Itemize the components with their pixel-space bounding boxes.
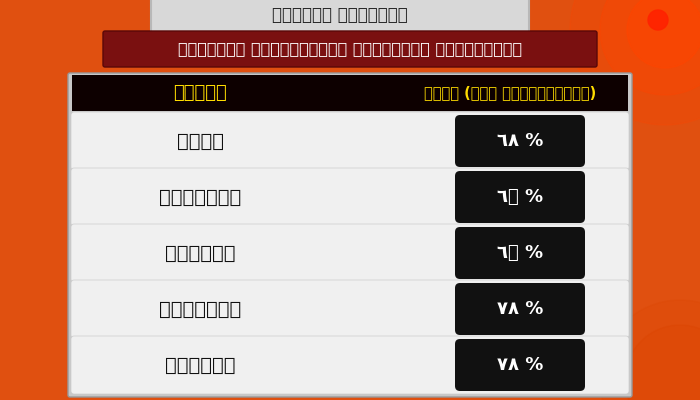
- FancyBboxPatch shape: [455, 115, 585, 167]
- Text: २०९९ (पाच वाजेपर्यंत): २०९९ (पाच वाजेपर्यंत): [424, 86, 596, 100]
- Circle shape: [600, 300, 700, 400]
- FancyBboxPatch shape: [151, 0, 529, 34]
- FancyBboxPatch shape: [71, 168, 629, 226]
- FancyBboxPatch shape: [68, 73, 632, 397]
- Circle shape: [648, 10, 668, 30]
- FancyBboxPatch shape: [455, 171, 585, 223]
- Text: ٧٨ %: ٧٨ %: [497, 300, 543, 318]
- FancyBboxPatch shape: [103, 31, 597, 67]
- FancyBboxPatch shape: [72, 75, 628, 111]
- Circle shape: [570, 0, 700, 125]
- Text: ٦० %: ٦० %: [497, 244, 543, 262]
- Text: सिक्कीम: सिक्कीम: [159, 188, 241, 206]
- Text: मणिपूर: मणिपूर: [164, 356, 235, 374]
- FancyBboxPatch shape: [455, 283, 585, 335]
- FancyBboxPatch shape: [71, 336, 629, 394]
- FancyBboxPatch shape: [71, 224, 629, 282]
- Text: आसाम: आसाम: [176, 132, 223, 150]
- Circle shape: [600, 0, 700, 95]
- Text: ٦९ %: ٦९ %: [497, 188, 543, 206]
- FancyBboxPatch shape: [71, 112, 629, 170]
- Text: पहिल्या टप्प्यातील मतदानाची टक्केवारी: पहिल्या टप्प्यातील मतदानाची टक्केवारी: [178, 42, 522, 56]
- Text: मिझोरम: मिझोरम: [164, 244, 235, 262]
- Text: ٦٨ %: ٦٨ %: [497, 132, 543, 150]
- FancyBboxPatch shape: [455, 339, 585, 391]
- FancyBboxPatch shape: [71, 280, 629, 338]
- FancyBboxPatch shape: [455, 227, 585, 279]
- Circle shape: [627, 0, 700, 68]
- Text: राज्य: राज्य: [173, 84, 227, 102]
- Text: लोकसभा निवडणूक: लोकसभा निवडणूक: [272, 6, 408, 24]
- Text: ٧٨ %: ٧٨ %: [497, 356, 543, 374]
- Text: नागालंड: नागालंड: [159, 300, 241, 318]
- Circle shape: [625, 325, 700, 400]
